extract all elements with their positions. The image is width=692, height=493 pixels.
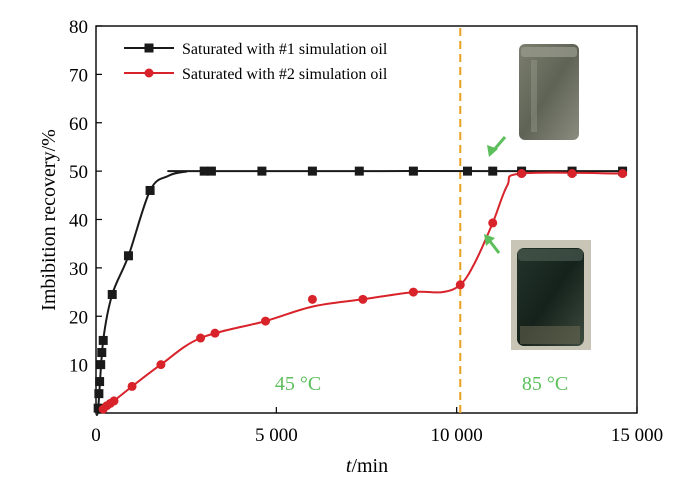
y-tick-label: 40 [69, 211, 88, 232]
temperature-label-45c: 45 °C [275, 373, 321, 395]
series-2-point [127, 381, 137, 391]
legend-label-series-2: Saturated with #2 simulation oil [182, 66, 388, 83]
x-tick-label: 15 000 [611, 425, 663, 446]
rock-sample-photo-upper [519, 44, 579, 140]
series-2-point [156, 360, 166, 370]
series-1-point [97, 348, 107, 358]
x-tick-label: 10 000 [431, 425, 483, 446]
legend-label-series-1: Saturated with #1 simulation oil [182, 41, 388, 58]
y-tick-label: 10 [69, 356, 88, 377]
x-axis-label-variable: t [346, 455, 352, 477]
arrow-to-lower-photo [484, 234, 501, 254]
series-1-point [257, 166, 267, 176]
series-1-point [107, 289, 117, 299]
series-1-point [98, 335, 108, 345]
series-1-point [123, 251, 133, 261]
x-axis-label: t/min [346, 455, 388, 477]
y-tick-label: 50 [69, 162, 88, 183]
series-1-point [199, 166, 209, 176]
series-1-point [462, 166, 472, 176]
series-2-point [517, 169, 527, 179]
series-1-point [96, 360, 106, 370]
series-2-point [196, 333, 206, 343]
x-tick-label: 5 000 [255, 425, 298, 446]
series-1-point [488, 166, 498, 176]
series-1-point [307, 166, 317, 176]
series-1-point [93, 403, 103, 413]
y-axis-label: Imbibition recovery/% [38, 129, 60, 311]
series-2-point [488, 218, 498, 228]
series-1-point [95, 377, 105, 387]
y-tick-label: 70 [69, 65, 88, 86]
series-2-point [455, 280, 465, 290]
arrow-to-upper-photo [487, 136, 507, 157]
y-tick-label: 20 [69, 307, 88, 328]
x-tick-label: 0 [91, 425, 101, 446]
series-2-point [210, 328, 220, 338]
rock-sample-photo-lower [511, 240, 591, 350]
series-1-point [206, 166, 216, 176]
y-tick-label: 80 [69, 17, 88, 38]
y-tick-label: 60 [69, 114, 88, 135]
series-2-line [102, 171, 623, 410]
series-1-point [145, 185, 155, 195]
series-2-point [109, 396, 119, 406]
series-1-point [408, 166, 418, 176]
x-axis-label-unit: /min [351, 455, 388, 477]
series-1-point [94, 389, 104, 399]
series-2-point [358, 294, 368, 304]
series-2-point [618, 169, 628, 179]
legend-marker-series-1 [144, 43, 154, 53]
series-2-point [261, 316, 271, 326]
legend: Saturated with #1 simulation oil Saturat… [124, 41, 388, 83]
series-1-point [354, 166, 364, 176]
legend-marker-series-2 [144, 68, 154, 78]
y-tick-label: 30 [69, 259, 88, 280]
series-2-point [307, 294, 317, 304]
series-2-point [408, 287, 418, 297]
series-2-point [567, 169, 577, 179]
temperature-label-85c: 85 °C [522, 373, 568, 395]
series-markers [93, 166, 628, 414]
